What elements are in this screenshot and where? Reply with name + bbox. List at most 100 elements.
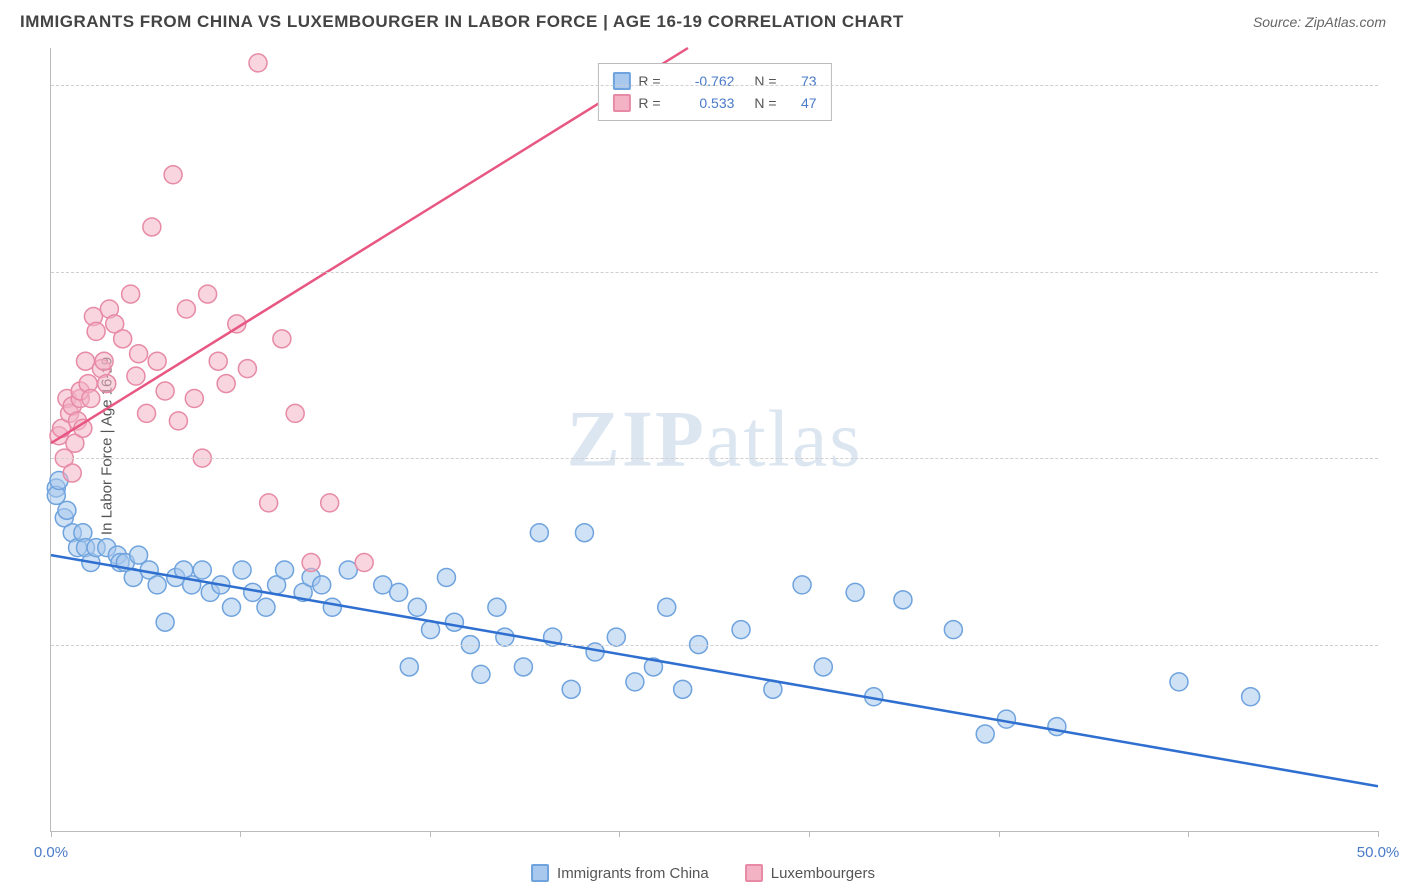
series-legend: Immigrants from China Luxembourgers (531, 864, 875, 882)
scatter-point (472, 665, 490, 683)
scatter-point (321, 494, 339, 512)
r-value: 0.533 (674, 95, 734, 111)
scatter-point (313, 576, 331, 594)
gridline (51, 645, 1378, 646)
legend-series-label: Luxembourgers (771, 865, 875, 882)
correlation-legend: R = -0.762 N = 73 R = 0.533 N = 47 (597, 63, 831, 121)
scatter-point (233, 561, 251, 579)
legend-correlation-row: R = -0.762 N = 73 (612, 70, 816, 92)
scatter-point (814, 658, 832, 676)
scatter-point (209, 352, 227, 370)
scatter-point (87, 322, 105, 340)
x-tick-mark (430, 831, 431, 837)
x-tick-mark (619, 831, 620, 837)
x-tick-mark (999, 831, 1000, 837)
chart-title: IMMIGRANTS FROM CHINA VS LUXEMBOURGER IN… (20, 12, 904, 32)
scatter-point (130, 345, 148, 363)
source-name: ZipAtlas.com (1305, 14, 1386, 30)
x-tick-mark (809, 831, 810, 837)
gridline (51, 458, 1378, 459)
x-tick-mark (1188, 831, 1189, 837)
scatter-point (488, 598, 506, 616)
scatter-point (156, 382, 174, 400)
chart-header: IMMIGRANTS FROM CHINA VS LUXEMBOURGER IN… (0, 0, 1406, 40)
scatter-point (302, 554, 320, 572)
scatter-svg (51, 48, 1378, 831)
scatter-point (95, 352, 113, 370)
scatter-point (138, 404, 156, 422)
r-label: R = (638, 73, 666, 89)
y-tick-label: 50.0% (1388, 450, 1406, 467)
scatter-point (122, 285, 140, 303)
scatter-point (217, 375, 235, 393)
scatter-point (445, 613, 463, 631)
scatter-point (260, 494, 278, 512)
scatter-point (98, 375, 116, 393)
legend-swatch (745, 864, 763, 882)
r-label: R = (638, 95, 666, 111)
scatter-point (82, 389, 100, 407)
legend-correlation-row: R = 0.533 N = 47 (612, 92, 816, 114)
scatter-point (1242, 688, 1260, 706)
scatter-point (437, 568, 455, 586)
scatter-point (607, 628, 625, 646)
x-tick-label: 0.0% (34, 844, 68, 861)
scatter-point (658, 598, 676, 616)
scatter-point (390, 583, 408, 601)
scatter-point (114, 330, 132, 348)
legend-swatch (612, 72, 630, 90)
trend-line (51, 555, 1378, 786)
scatter-point (199, 285, 217, 303)
r-value: -0.762 (674, 73, 734, 89)
scatter-point (177, 300, 195, 318)
scatter-point (626, 673, 644, 691)
scatter-point (127, 367, 145, 385)
scatter-point (793, 576, 811, 594)
scatter-point (514, 658, 532, 676)
x-tick-mark (51, 831, 52, 837)
scatter-point (496, 628, 514, 646)
scatter-point (1170, 673, 1188, 691)
y-tick-label: 75.0% (1388, 263, 1406, 280)
scatter-point (408, 598, 426, 616)
scatter-point (164, 166, 182, 184)
scatter-point (257, 598, 275, 616)
scatter-point (355, 554, 373, 572)
scatter-point (976, 725, 994, 743)
y-tick-label: 25.0% (1388, 636, 1406, 653)
scatter-point (63, 464, 81, 482)
scatter-point (249, 54, 267, 72)
y-tick-label: 100.0% (1388, 77, 1406, 94)
scatter-point (148, 576, 166, 594)
scatter-point (530, 524, 548, 542)
scatter-point (222, 598, 240, 616)
scatter-point (286, 404, 304, 422)
legend-series-label: Immigrants from China (557, 865, 709, 882)
x-tick-mark (240, 831, 241, 837)
scatter-point (193, 561, 211, 579)
scatter-point (732, 621, 750, 639)
n-label: N = (754, 95, 776, 111)
source-prefix: Source: (1253, 14, 1305, 30)
n-label: N = (754, 73, 776, 89)
x-tick-label: 50.0% (1357, 844, 1400, 861)
scatter-point (997, 710, 1015, 728)
gridline (51, 272, 1378, 273)
scatter-point (575, 524, 593, 542)
legend-series-item: Luxembourgers (745, 864, 875, 882)
source-attribution: Source: ZipAtlas.com (1253, 14, 1386, 30)
scatter-point (674, 680, 692, 698)
scatter-point (323, 598, 341, 616)
gridline (51, 85, 1378, 86)
n-value: 73 (785, 73, 817, 89)
scatter-point (169, 412, 187, 430)
scatter-point (944, 621, 962, 639)
scatter-point (273, 330, 291, 348)
scatter-point (143, 218, 161, 236)
x-tick-mark (1378, 831, 1379, 837)
trend-line (51, 48, 688, 443)
legend-swatch (612, 94, 630, 112)
n-value: 47 (785, 95, 817, 111)
legend-swatch (531, 864, 549, 882)
scatter-point (58, 501, 76, 519)
